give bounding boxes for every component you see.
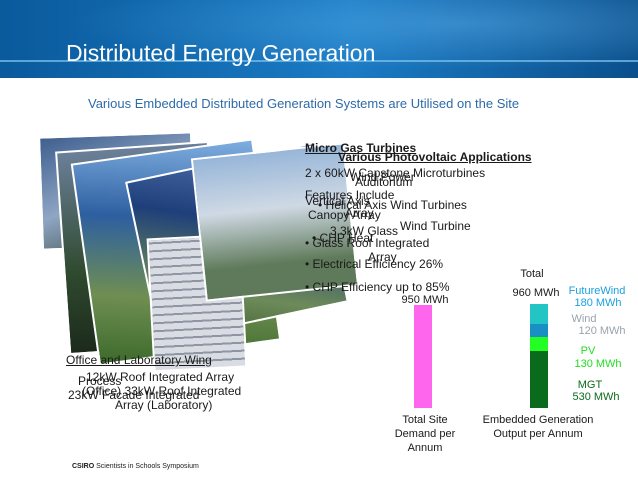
pv-heading: Various Photovoltaic Applications [338,150,532,164]
wind-name-label: Wind [571,313,597,325]
header-line [0,60,638,62]
generation-total-value: 960 MWh [512,287,560,299]
vertical-axis: Vertical Axis [305,194,370,208]
features-include: Features Include [305,188,395,202]
bar-wind [530,323,548,337]
array-label: Array [345,206,374,220]
demand-value-label: 950 MWh [401,294,449,306]
generation-total-heading: Total [520,268,544,280]
roof-array-line: 12kW Roof Integrated Array [86,370,235,384]
footer-brand: CSIRO [72,463,95,470]
mgt-value-label: 530 MWh [572,391,620,403]
mgt-name-label: MGT [577,379,603,391]
canopy-array: Canopy Array [308,208,381,222]
header-glow [0,0,638,78]
futurewind-name-label: FutureWind [568,285,626,297]
micro-gas-heading: Micro Gas Turbines [305,141,417,155]
slide-title: Distributed Energy Generation [66,40,376,66]
helical-wind-turbines: • Helical Axis Wind Turbines [318,198,467,212]
wind-power: Wind Power [350,170,415,184]
chp-efficiency: • CHP Efficiency up to 85% [305,280,450,294]
laboratory-line: Array (Laboratory) [115,398,213,412]
glass-label: 3.3kW Glass [330,224,399,238]
array-small: Array [368,250,397,264]
auditorium: Auditorium [355,175,413,189]
footer-text: Scientists in Schools Symposium [96,463,199,470]
glass-roof-integrated: • Glass Roof Integrated [305,236,430,250]
slide-subtitle: Various Embedded Distributed Generation … [88,96,520,111]
footer: CSIRO Scientists in Schools Symposium [72,463,199,470]
wind-value-label: 120 MWh [578,325,626,337]
bar-futurewind [530,304,548,324]
turbine-label: Wind Turbine [400,219,471,233]
bar-total-site-demand [414,305,432,408]
demand-category-label: Total Site Demand per Annum [394,414,456,454]
pv-name-label: PV [580,345,596,357]
slide-header [0,0,638,78]
facade-label: Process [78,374,122,388]
generation-category-label: Embedded Generation Output per Annum [482,414,594,440]
futurewind-value-label: 180 MWh [574,297,622,309]
office-line: (Office) 33kW Roof Integrated [82,384,242,398]
electrical-efficiency: • Electrical Efficiency 26% [305,257,444,271]
office-heading: Office and Laboratory Wing [66,353,212,367]
pv-value-label: 130 MWh [574,358,622,370]
microturbines-line: 2 x 60kW Capstone Microturbines [305,166,486,180]
facade-integrated: 23kW Facade Integrated [68,388,200,402]
bar-mgt [530,350,548,408]
bar-pv [530,336,548,351]
chp-heat: • CHP Heat [312,231,374,245]
